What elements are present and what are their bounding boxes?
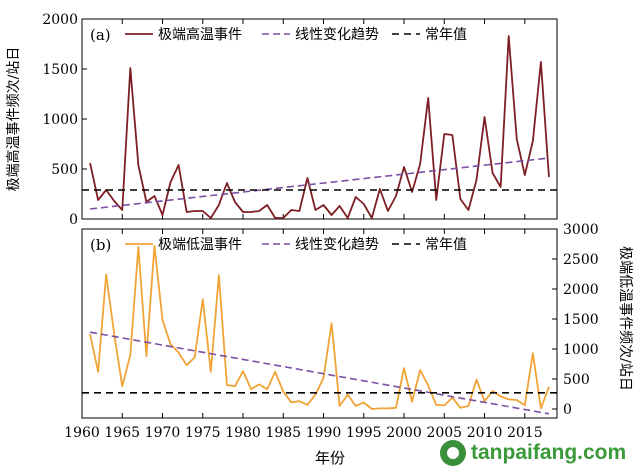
y-tick-label: 500 bbox=[51, 162, 78, 178]
y-axis-title: 极端低温事件频次/站日 bbox=[617, 246, 633, 391]
y-tick-label: 3000 bbox=[563, 222, 599, 238]
y-tick-label: 2500 bbox=[563, 252, 599, 268]
x-tick-label: 1990 bbox=[306, 425, 342, 441]
watermark: tanpaifang.com bbox=[440, 438, 636, 468]
y-tick-label: 1500 bbox=[563, 312, 599, 328]
x-tick-label: 2015 bbox=[507, 425, 543, 441]
legend-entry: 常年值 bbox=[425, 237, 467, 253]
plot-frame bbox=[81, 228, 558, 419]
y-tick-label: 0 bbox=[563, 402, 572, 418]
x-axis-title: 年份 bbox=[315, 449, 345, 467]
panel-b: 0 500 1000 1500 2000 2500 3000 极端低温事件频次/站日 (b) 极端… bbox=[81, 222, 633, 419]
watermark-logo-icon bbox=[440, 440, 466, 466]
x-tick-label: 2010 bbox=[467, 425, 503, 441]
panel-label: (b) bbox=[90, 236, 111, 254]
x-tick-label: 1975 bbox=[185, 425, 221, 441]
x-tick-label: 1980 bbox=[225, 425, 261, 441]
y-tick-label: 1500 bbox=[42, 62, 78, 78]
y-tick-label: 2000 bbox=[42, 12, 78, 28]
series-line-events bbox=[89, 244, 550, 410]
y-tick-label: 0 bbox=[69, 212, 78, 228]
x-tick-label: 1960 bbox=[64, 425, 100, 441]
plot-frame bbox=[81, 18, 558, 220]
y-axis-title: 极端高温事件频次/站日 bbox=[5, 47, 22, 192]
watermark-text: tanpaifang.com bbox=[471, 441, 627, 464]
series-line-events bbox=[89, 35, 550, 219]
series-line-trend bbox=[89, 157, 550, 210]
panel-label: (a) bbox=[90, 26, 111, 44]
y-tick-label: 1000 bbox=[563, 342, 599, 358]
legend-entry: 极端低温事件 bbox=[158, 237, 242, 253]
y-tick-label: 500 bbox=[563, 372, 590, 388]
series-line-trend bbox=[89, 331, 550, 415]
legend-entry: 线性变化趋势 bbox=[295, 27, 379, 43]
x-tick-label: 1970 bbox=[145, 425, 181, 441]
legend-entry: 极端高温事件 bbox=[158, 26, 242, 43]
x-tick-label: 1985 bbox=[265, 425, 301, 441]
x-tick-label: 1965 bbox=[104, 425, 140, 441]
x-axis: 1960 1965 1970 1975 1980 1985 1990 1995 2000 2005… bbox=[64, 425, 542, 441]
legend-entry: 线性变化趋势 bbox=[295, 237, 379, 253]
x-tick-label: 2000 bbox=[386, 425, 422, 441]
panel-a: 0 500 1000 1500 2000 极端高温事件频次/站日 (a) 极端高温事件 线性变化… bbox=[5, 12, 558, 228]
y-tick-label: 1000 bbox=[42, 112, 78, 128]
y-tick-label: 2000 bbox=[563, 282, 599, 298]
legend-entry: 常年值 bbox=[425, 27, 467, 43]
x-tick-label: 2005 bbox=[426, 425, 462, 441]
x-tick-label: 1995 bbox=[346, 425, 382, 441]
